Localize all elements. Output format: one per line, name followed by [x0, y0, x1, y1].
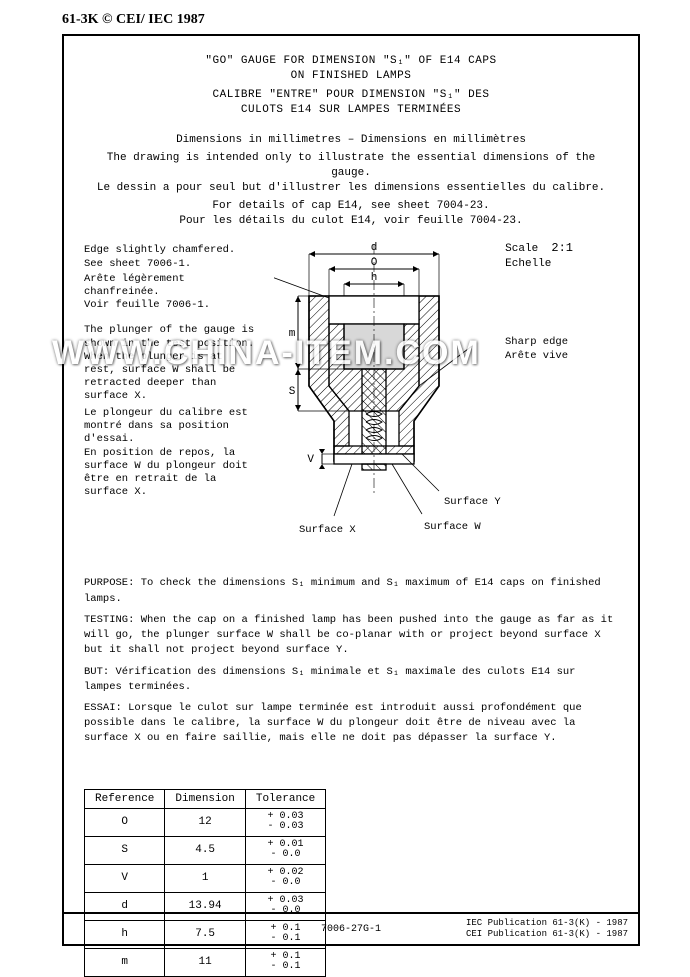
title-fr-1: CALIBRE "ENTRE" POUR DIMENSION "S₁" DES [84, 88, 618, 103]
col-reference: Reference [85, 789, 165, 808]
scale-fr: Echelle [505, 258, 551, 270]
dimensions-note: Dimensions in millimetres – Dimensions e… [84, 133, 618, 148]
note-edge: Edge slightly chamfered. See sheet 7006-… [84, 244, 264, 312]
cell-ref: S [85, 836, 165, 864]
note-edge-en: Edge slightly chamfered. See sheet 7006-… [84, 244, 264, 270]
scale-en: Scale [505, 243, 538, 255]
title-fr-2: CULOTS E14 SUR LAMPES TERMINÉES [84, 103, 618, 118]
surface-w-label: Surface W [424, 521, 481, 533]
note-plunger: The plunger of the gauge is shown in the… [84, 324, 259, 499]
footer: 7006-27G-1 IEC Publication 61-3(K) - 198… [64, 914, 638, 944]
title-block: "GO" GAUGE FOR DIMENSION "S₁" OF E14 CAP… [64, 36, 638, 125]
header-publication-code: 61-3K © CEI/ IEC 1987 [62, 12, 205, 28]
details-note-en: For details of cap E14, see sheet 7004-2… [84, 199, 618, 214]
table-row: V1+ 0.02- 0.0 [85, 864, 326, 892]
gauge-diagram: d O h [274, 236, 474, 536]
col-tolerance: Tolerance [245, 789, 325, 808]
page-frame: "GO" GAUGE FOR DIMENSION "S₁" OF E14 CAP… [62, 34, 640, 946]
purpose-block: PURPOSE: To check the dimensions S₁ mini… [64, 564, 638, 760]
cell-dim: 11 [165, 948, 245, 976]
note-plunger-fr: Le plongeur du calibre est montré dans s… [84, 407, 259, 499]
cell-dim: 12 [165, 808, 245, 836]
svg-text:S: S [289, 386, 296, 398]
note-sharp-edge: Sharp edge Arête vive [505, 336, 568, 362]
cell-ref: O [85, 808, 165, 836]
footer-pub-en: IEC Publication 61-3(K) - 1987 [466, 918, 628, 929]
footer-publication: IEC Publication 61-3(K) - 1987 CEI Publi… [466, 918, 628, 940]
table-header-row: Reference Dimension Tolerance [85, 789, 326, 808]
footer-pub-fr: CEI Publication 61-3(K) - 1987 [466, 929, 628, 940]
svg-text:m: m [289, 328, 296, 340]
drawing-note-en: The drawing is intended only to illustra… [84, 151, 618, 181]
surface-y-label: Surface Y [444, 496, 501, 508]
note-edge-fr: Arête légèrement chanfreinée. Voir feuil… [84, 273, 264, 312]
cell-tol: + 0.02- 0.0 [245, 864, 325, 892]
cell-ref: V [85, 864, 165, 892]
content-frame: "GO" GAUGE FOR DIMENSION "S₁" OF E14 CAP… [64, 36, 638, 914]
col-dimension: Dimension [165, 789, 245, 808]
title-en-2: ON FINISHED LAMPS [84, 69, 618, 84]
note-sharp-en: Sharp edge [505, 336, 568, 349]
testing-en: TESTING: When the cap on a finished lamp… [84, 613, 618, 659]
scale-value: 2:1 [551, 241, 573, 255]
cell-dim: 1 [165, 864, 245, 892]
purpose-fr: BUT: Vérification des dimensions S₁ mini… [84, 665, 618, 695]
purpose-en: PURPOSE: To check the dimensions S₁ mini… [84, 576, 618, 606]
details-note-fr: Pour les détails du culot E14, voir feui… [84, 214, 618, 229]
table-row: m11+ 0.1- 0.1 [85, 948, 326, 976]
cell-dim: 4.5 [165, 836, 245, 864]
svg-text:V: V [307, 454, 314, 466]
note-sharp-fr: Arête vive [505, 350, 568, 363]
cell-tol: + 0.03- 0.03 [245, 808, 325, 836]
note-plunger-en: The plunger of the gauge is shown in the… [84, 324, 259, 403]
diagram-area: Scale 2:1 Echelle Edge slightly chamfere… [74, 236, 628, 556]
table-row: O12+ 0.03- 0.03 [85, 808, 326, 836]
scale-note: Scale 2:1 Echelle [505, 241, 573, 271]
sheet-number: 7006-27G-1 [321, 924, 381, 935]
title-en-1: "GO" GAUGE FOR DIMENSION "S₁" OF E14 CAP… [84, 54, 618, 69]
table-row: S4.5+ 0.01- 0.0 [85, 836, 326, 864]
cell-tol: + 0.1- 0.1 [245, 948, 325, 976]
description-block: Dimensions in millimetres – Dimensions e… [64, 125, 638, 232]
cell-ref: m [85, 948, 165, 976]
surface-x-label: Surface X [299, 524, 356, 536]
cell-tol: + 0.01- 0.0 [245, 836, 325, 864]
drawing-note-fr: Le dessin a pour seul but d'illustrer le… [84, 181, 618, 196]
testing-fr: ESSAI: Lorsque le culot sur lampe termin… [84, 701, 618, 747]
dimensions-table: Reference Dimension Tolerance O12+ 0.03-… [84, 789, 326, 977]
